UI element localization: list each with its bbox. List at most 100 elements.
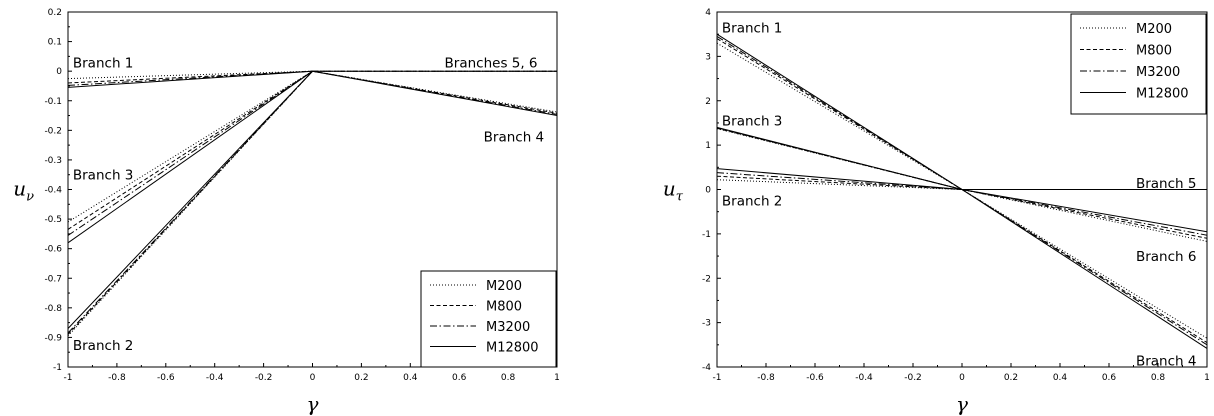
branch-annotation: Branch 6 <box>1136 249 1197 265</box>
series-line-m200-3 <box>716 179 963 190</box>
y-tick-label: -4 <box>702 363 711 373</box>
y-axis-label-base: u <box>663 177 676 201</box>
x-tick-label: 0.2 <box>1004 373 1018 383</box>
y-tick-label: -0.6 <box>44 245 62 255</box>
legend-box <box>420 270 557 368</box>
series-line-m200-1 <box>716 42 963 190</box>
series-line-m3200-5 <box>961 189 1208 236</box>
branch-annotation: Branch 3 <box>722 114 783 130</box>
y-tick-label: 0 <box>705 186 711 196</box>
series-group <box>67 70 558 337</box>
legend-label: M3200 <box>486 320 530 335</box>
legend-label: M200 <box>1136 22 1172 37</box>
y-tick-label: -0.1 <box>44 97 62 107</box>
y-tick-label: -3 <box>702 319 711 329</box>
branch-annotation: Branch 4 <box>1136 353 1197 369</box>
x-tick-label: -0.2 <box>255 373 273 383</box>
y-tick-label: -0.7 <box>44 274 62 284</box>
x-tick-label: -0.6 <box>806 373 824 383</box>
y-tick-label: -0.5 <box>44 215 62 225</box>
series-line-m3200-3 <box>716 172 963 190</box>
series-line-m12800-2 <box>716 126 963 190</box>
series-line-m12800-3 <box>67 70 313 244</box>
y-tick-label: -0.2 <box>44 126 62 136</box>
y-axis-label: uτ <box>663 177 684 205</box>
x-tick-label: -0.4 <box>206 373 224 383</box>
series-line-m12800-4 <box>67 70 313 329</box>
legend: M200 M800 M3200 M12800 <box>420 270 557 368</box>
branch-annotation: Branch 1 <box>73 55 134 71</box>
legend-box <box>1070 13 1207 115</box>
series-line-m3200-1 <box>67 70 557 86</box>
y-tick-label: -1 <box>53 363 62 373</box>
x-tick-label: 0.8 <box>501 373 516 383</box>
legend-label: M200 <box>486 279 522 294</box>
series-line-m12800-1 <box>716 33 963 190</box>
x-tick-label: -1 <box>713 373 722 383</box>
y-tick-label: -0.8 <box>44 304 62 314</box>
series-line-m200-2 <box>312 70 558 113</box>
branch-annotation: Branches 5, 6 <box>445 55 538 71</box>
x-tick-label: 0 <box>310 373 316 383</box>
y-tick-label: 3 <box>705 52 711 62</box>
x-tick-label: -1 <box>64 373 73 383</box>
x-tick-label: 0.2 <box>354 373 368 383</box>
branch-annotation: Branch 5 <box>1136 176 1197 192</box>
branch-annotation: Branch 3 <box>73 168 134 184</box>
legend-label: M12800 <box>1136 87 1189 102</box>
right-plot-u-tau: -1 -0.8 -0.6 -0.4 -0.2 0 0.2 0.4 0.6 0.8 143210-1-… <box>663 8 1210 416</box>
series-line-m800-3 <box>67 70 313 230</box>
series-group <box>716 33 1208 349</box>
y-axis-label: uν <box>13 177 34 205</box>
left-plot-u-nu: -1 -0.8 -0.6 -0.4 -0.2 0 0.2 0.4 0.6 0.8 1 0.2 0.1 0 -… <box>13 8 560 416</box>
x-axis-label: γ <box>307 392 319 416</box>
branch-annotation: Branch 2 <box>73 338 134 354</box>
legend: M200 M800 M3200 M12800 <box>1070 13 1207 115</box>
legend-label: M12800 <box>486 341 539 356</box>
branch-annotation: Branch 1 <box>722 21 783 37</box>
x-tick-label: 0.4 <box>403 373 418 383</box>
x-tick-label: 1 <box>554 373 560 383</box>
y-tick-label: -1 <box>702 230 711 240</box>
series-line-m800-3 <box>716 175 963 190</box>
y-tick-label: -0.4 <box>44 186 62 196</box>
series-line-m800-1 <box>716 38 963 190</box>
x-axis-label: γ <box>956 392 968 416</box>
x-tick-label: -0.8 <box>757 373 775 383</box>
y-tick-label: 0 <box>56 67 62 77</box>
y-tick-label: -2 <box>702 274 711 284</box>
series-line-m800-1 <box>67 70 557 84</box>
series-line-m12800-5 <box>961 189 1208 233</box>
series-line-m800-5 <box>961 189 1208 239</box>
legend-label: M3200 <box>1136 65 1180 80</box>
x-tick-label: -0.8 <box>108 373 126 383</box>
y-tick-label: 4 <box>705 8 711 18</box>
y-tick-label: 1 <box>705 141 711 151</box>
y-axis-label-subscript: ν <box>26 190 34 205</box>
y-tick-label: -0.9 <box>44 333 62 343</box>
x-tick-label: 0.6 <box>452 373 467 383</box>
branch-annotation: Branch 2 <box>722 194 783 210</box>
series-line-m12800-6 <box>961 189 1208 349</box>
branch-annotation: Branch 4 <box>484 129 545 145</box>
x-tick-label: -0.4 <box>855 373 873 383</box>
x-tick-label: 1 <box>1204 373 1210 383</box>
x-tick-label: -0.2 <box>904 373 922 383</box>
x-tick-label: 0.6 <box>1102 373 1117 383</box>
y-axis-label-base: u <box>13 177 26 201</box>
x-tick-label: 0.8 <box>1151 373 1166 383</box>
series-line-m800-6 <box>961 189 1208 344</box>
series-line-m12800-2 <box>312 70 558 116</box>
y-axis-label-subscript: τ <box>676 190 684 205</box>
y-tick-label: 0.2 <box>48 8 62 18</box>
series-line-m3200-6 <box>961 189 1208 346</box>
y-tick-label: 2 <box>705 97 711 107</box>
series-line-m200-1 <box>67 70 557 80</box>
legend-label: M800 <box>1136 44 1172 59</box>
x-tick-label: 0.4 <box>1053 373 1068 383</box>
x-tick-label: 0 <box>959 373 965 383</box>
series-line-m3200-4 <box>67 70 313 334</box>
x-tick-label: -0.6 <box>157 373 175 383</box>
y-tick-label: -0.3 <box>44 156 62 166</box>
